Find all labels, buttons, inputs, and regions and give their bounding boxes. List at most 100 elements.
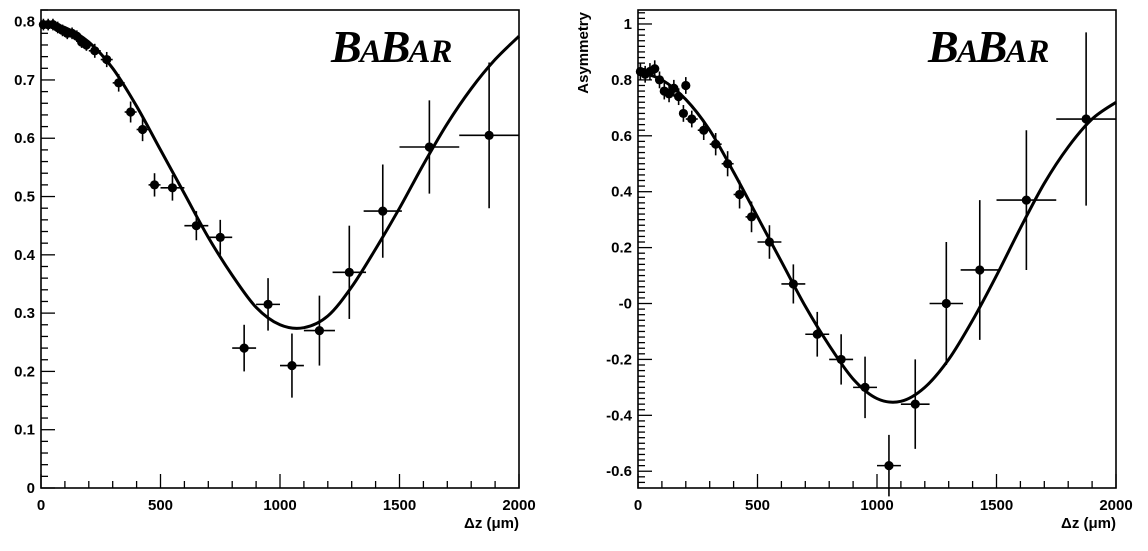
- data-marker: [424, 142, 434, 152]
- data-point: [781, 264, 806, 304]
- data-marker: [860, 382, 870, 392]
- chart-panel-2: 0 500 1000 1500 2000 1 0.8 0.6 0.4 0.2 -0 -0.2 -0.4 -…: [575, 9, 1133, 532]
- babar-logo: BABAR: [330, 21, 452, 72]
- data-point: [745, 201, 758, 233]
- y-tick-label: 0.6: [14, 130, 35, 147]
- data-point: [280, 333, 304, 398]
- data-point: [650, 60, 660, 78]
- data-marker: [126, 107, 136, 117]
- data-point: [160, 174, 185, 201]
- data-marker: [734, 189, 745, 200]
- data-marker: [746, 212, 757, 222]
- plot-frame: [637, 9, 1117, 489]
- babar-logo: BABAR: [927, 21, 1049, 72]
- data-marker: [723, 159, 733, 169]
- data-point: [459, 62, 519, 209]
- data-point: [81, 39, 92, 51]
- logo-letter: B: [927, 21, 959, 72]
- data-point: [669, 79, 679, 97]
- y-tick-label: -0: [619, 296, 632, 313]
- data-point: [303, 295, 335, 366]
- x-tick-label: 0: [37, 497, 45, 514]
- data-point: [757, 225, 782, 259]
- data-marker: [788, 279, 798, 289]
- y-tick-label: 0.2: [14, 363, 35, 380]
- data-marker: [884, 461, 894, 471]
- y-tick-label: 0.8: [611, 72, 632, 89]
- logo-letter: B: [330, 21, 362, 72]
- data-point: [136, 117, 149, 142]
- data-marker: [654, 75, 665, 85]
- y-tick-label: 0.6: [611, 128, 632, 145]
- data-marker: [975, 265, 985, 275]
- logo-letter: B: [379, 21, 411, 72]
- data-point: [733, 180, 746, 209]
- x-axis-label: Δz (μm): [1061, 515, 1116, 532]
- x-tick-label: 2000: [502, 497, 535, 514]
- data-point: [996, 130, 1057, 270]
- data-point: [900, 359, 930, 449]
- data-marker: [812, 329, 822, 339]
- data-point: [208, 219, 233, 255]
- y-tick-label: 1: [624, 16, 632, 33]
- data-point: [709, 132, 722, 156]
- fit-curve: [637, 70, 1117, 404]
- data-marker: [263, 299, 273, 309]
- data-marker: [1081, 114, 1091, 124]
- x-tick-label: 500: [745, 497, 770, 514]
- x-tick-label: 1500: [383, 497, 416, 514]
- y-tick-label: 0.4: [611, 184, 633, 201]
- data-marker: [941, 298, 951, 309]
- data-marker: [836, 354, 846, 365]
- data-point: [1056, 32, 1116, 206]
- data-marker: [687, 114, 697, 124]
- data-point: [363, 164, 402, 258]
- data-point: [805, 311, 830, 357]
- data-point: [184, 211, 209, 241]
- data-marker: [114, 78, 124, 88]
- x-tick-label: 1500: [980, 497, 1013, 514]
- x-tick-label: 2000: [1099, 497, 1132, 514]
- chart-panel-1: 0 500 1000 1500 2000 0 0.1 0.2 0.3 0.4 0.5 0.6 0.7 0.…: [14, 9, 536, 532]
- fit-curve: [40, 20, 521, 330]
- data-marker: [344, 267, 354, 277]
- y-tick-label: 0.3: [14, 305, 35, 322]
- data-marker: [90, 46, 100, 56]
- y-tick-label: 0.7: [14, 72, 35, 89]
- y-tick-label: 0.2: [611, 240, 632, 257]
- y-tick-label: 0.1: [14, 422, 35, 439]
- data-marker: [1021, 195, 1031, 205]
- data-marker: [137, 124, 148, 135]
- data-point: [681, 77, 691, 94]
- y-tick-label: -0.6: [606, 463, 632, 480]
- data-marker: [102, 54, 112, 65]
- data-marker: [764, 237, 775, 247]
- data-marker: [674, 92, 684, 102]
- data-point: [100, 51, 113, 68]
- data-point: [853, 356, 877, 419]
- logo-letter: AR: [1003, 34, 1049, 70]
- y-tick-label: 0.4: [14, 247, 36, 264]
- y-tick-label: 0.5: [14, 189, 35, 206]
- y-tick-label: -0.2: [606, 351, 632, 368]
- y-tick-label: 0: [27, 480, 35, 497]
- data-marker: [81, 40, 92, 50]
- data-point: [685, 110, 698, 128]
- logo-letter: AR: [406, 34, 452, 70]
- data-marker: [650, 64, 660, 74]
- data-marker: [711, 139, 721, 149]
- plot-frame: [40, 9, 520, 489]
- x-tick-label: 500: [148, 497, 173, 514]
- y-tick-label: -0.4: [606, 407, 633, 424]
- y-tick-label: 0.8: [14, 14, 35, 31]
- data-point: [124, 101, 137, 123]
- data-marker: [681, 80, 691, 91]
- data-point: [929, 242, 964, 366]
- data-marker: [239, 343, 249, 353]
- data-point: [721, 151, 734, 177]
- data-marker: [669, 83, 679, 93]
- logo-letter: B: [976, 21, 1008, 72]
- data-marker: [910, 399, 920, 409]
- data-point: [112, 74, 125, 92]
- data-point: [148, 173, 161, 197]
